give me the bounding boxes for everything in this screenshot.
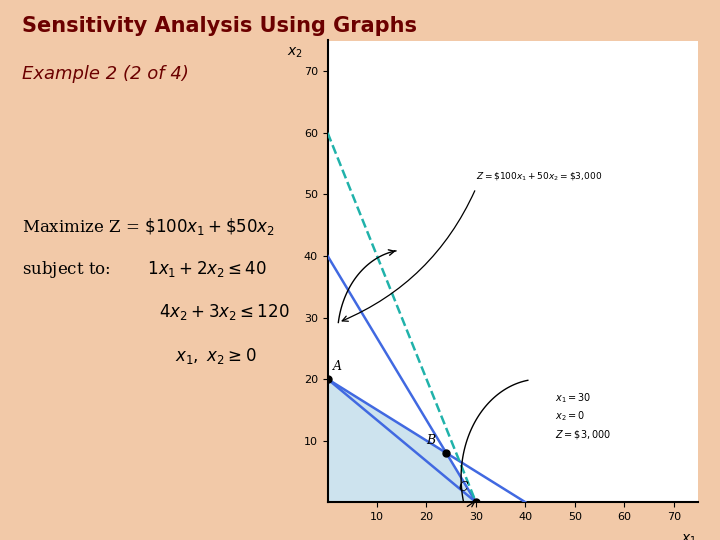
Text: $x_1,\ x_2 \geq 0$: $x_1,\ x_2 \geq 0$ [22, 346, 256, 366]
Text: Example 2 (2 of 4): Example 2 (2 of 4) [22, 65, 189, 83]
Text: B: B [426, 434, 436, 447]
Text: Maximize Z = $\$100x_1 + \$50x_2$: Maximize Z = $\$100x_1 + \$50x_2$ [22, 216, 274, 237]
Text: $x_1$: $x_1$ [680, 533, 696, 540]
Polygon shape [328, 379, 476, 502]
Text: $x_1 = 30$
$x_2 = 0$
$Z = \$3,000$: $x_1 = 30$ $x_2 = 0$ $Z = \$3,000$ [555, 391, 611, 441]
Text: $4x_2 + 3x_2 \leq 120$: $4x_2 + 3x_2 \leq 120$ [22, 302, 289, 322]
Text: subject to:       $1x_1 + 2x_2 \leq 40$: subject to: $1x_1 + 2x_2 \leq 40$ [22, 259, 266, 280]
Text: C: C [459, 481, 468, 494]
Text: A: A [333, 360, 341, 373]
Text: Sensitivity Analysis Using Graphs: Sensitivity Analysis Using Graphs [22, 16, 417, 36]
Text: $Z = \$100x_1 + 50x_2 = \$3,\!000$: $Z = \$100x_1 + 50x_2 = \$3,\!000$ [476, 170, 602, 182]
Text: $x_2$: $x_2$ [287, 45, 303, 60]
